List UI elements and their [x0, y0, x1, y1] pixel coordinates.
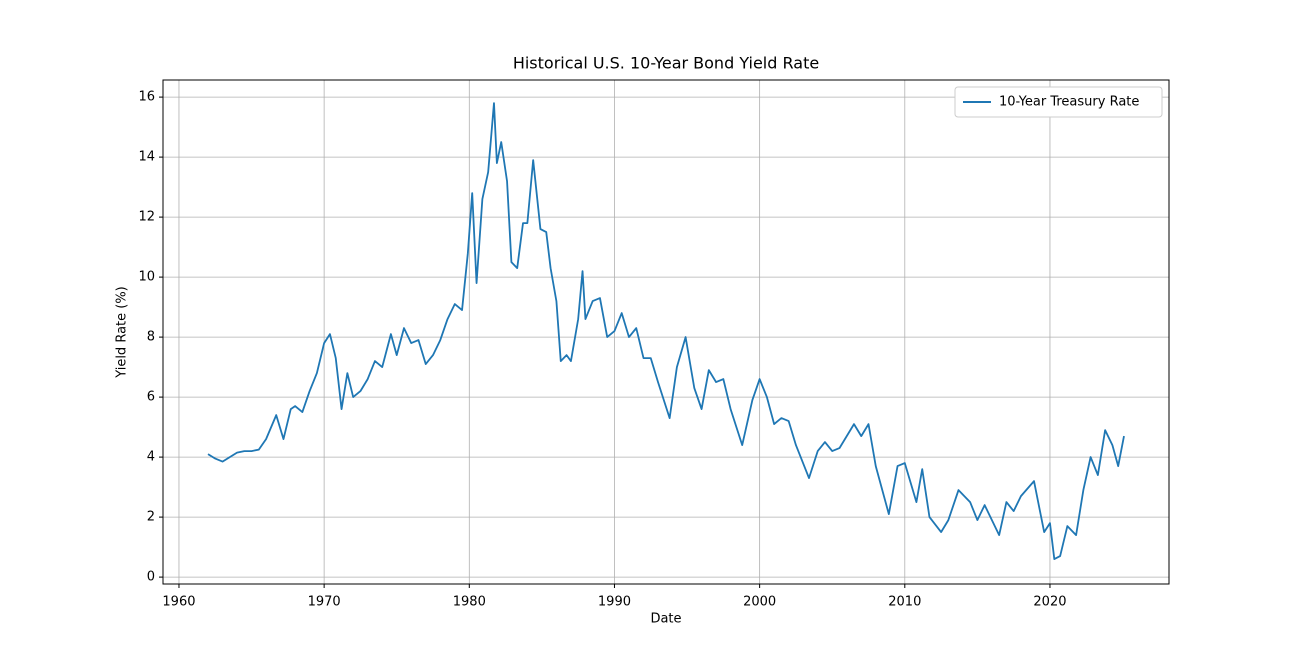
data-line: [207, 102, 1125, 560]
x-axis-label: Date: [650, 612, 681, 627]
y-tick-label: 14: [138, 150, 155, 165]
y-tick-label: 8: [147, 330, 155, 345]
y-tick-label: 6: [147, 390, 155, 405]
x-tick-label: 2010: [888, 595, 921, 610]
chart-title: Historical U.S. 10-Year Bond Yield Rate: [513, 54, 819, 73]
y-tick-label: 12: [138, 210, 155, 225]
legend-box: [954, 86, 1163, 118]
plot-frame: [162, 79, 1170, 585]
y-tick-label: 4: [147, 450, 155, 465]
x-tick-label: 2020: [1033, 595, 1066, 610]
x-tick-label: 1960: [162, 595, 195, 610]
y-tick-label: 2: [147, 510, 155, 525]
x-tick-label: 1990: [598, 595, 631, 610]
x-tick-label: 1980: [453, 595, 486, 610]
y-tick-label: 0: [147, 570, 155, 585]
x-tick-label: 1970: [308, 595, 341, 610]
x-tick-label: 2000: [743, 595, 776, 610]
y-axis-label: Yield Rate (%): [115, 286, 130, 379]
y-tick-label: 10: [138, 270, 155, 285]
y-tick-label: 16: [138, 90, 155, 105]
legend-label: 10-Year Treasury Rate: [999, 95, 1139, 110]
